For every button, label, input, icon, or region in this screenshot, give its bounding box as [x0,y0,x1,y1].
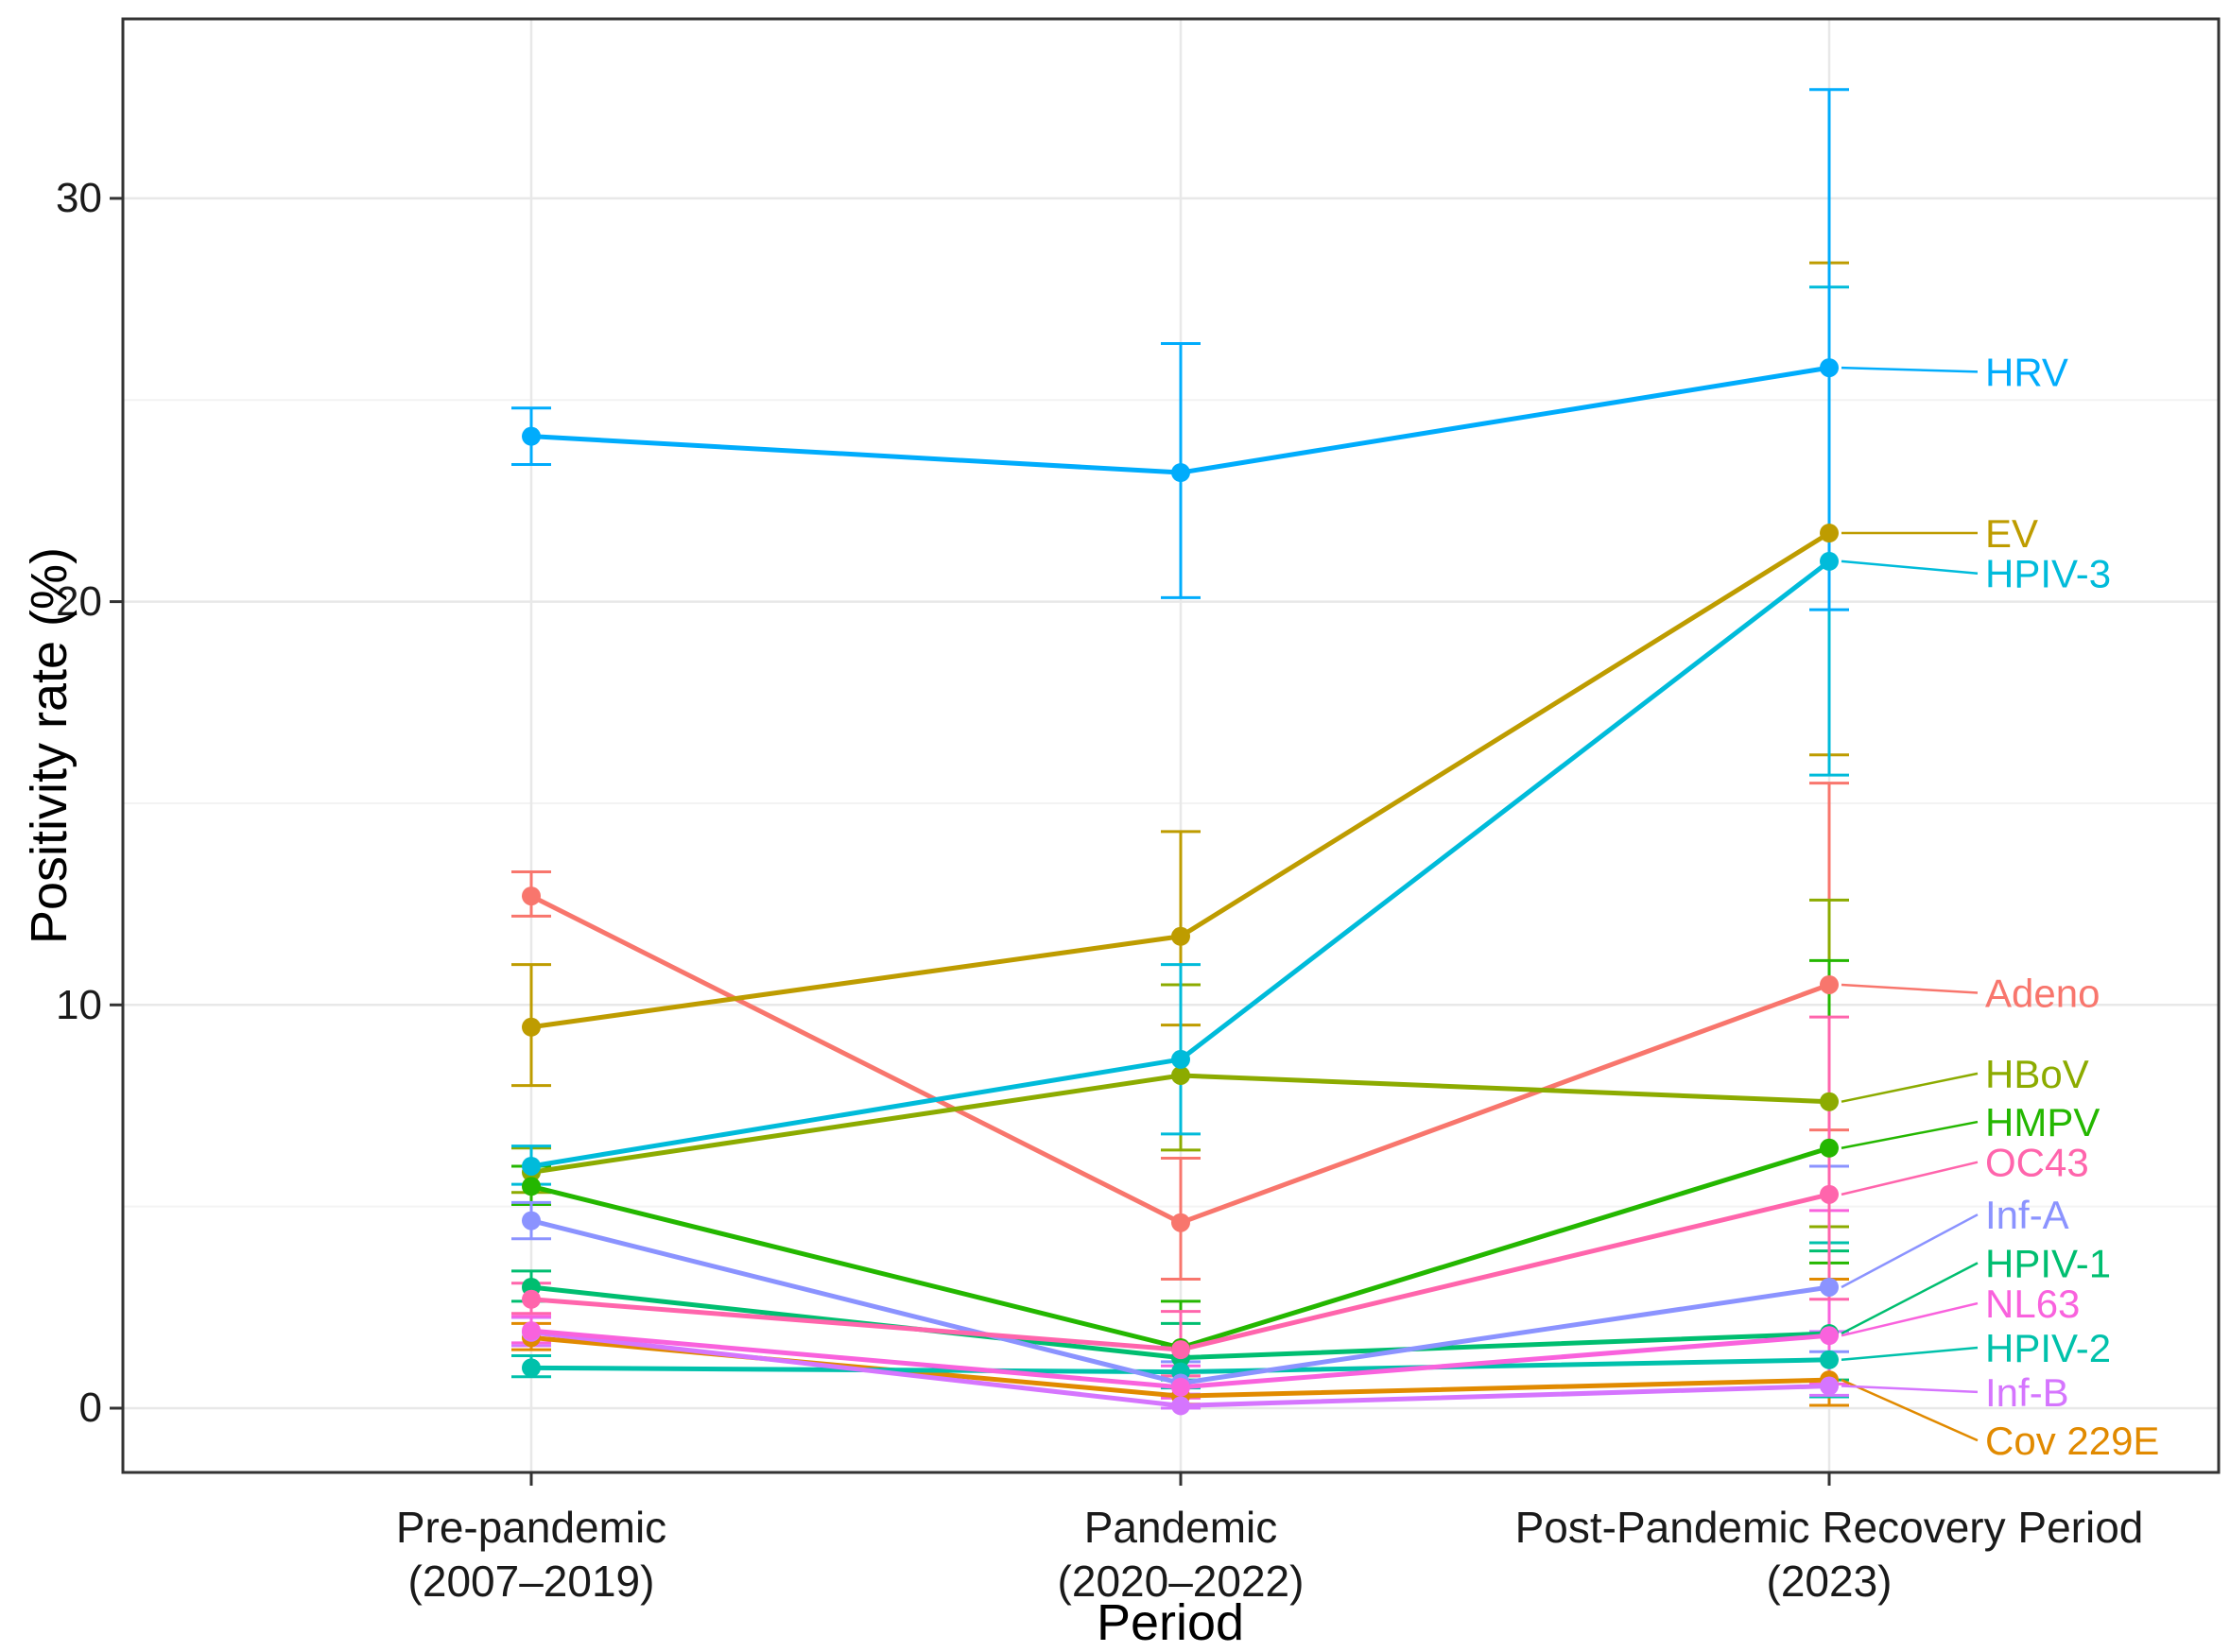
data-point [522,886,541,906]
y-tick-label-30: 30 [56,175,102,221]
series-label-leader [1841,1072,1979,1103]
data-point [522,1289,541,1309]
series-label-hpiv-1: HPIV-1 [1985,1241,2111,1285]
data-point [1171,1213,1190,1232]
series-label-hpiv-3: HPIV-3 [1985,552,2111,596]
x-tick-label-line1: Pandemic [1083,1503,1278,1552]
x-tick-label-pre-pandemic: Pre-pandemic (2007–2019) [59,1501,1004,1609]
data-point [1820,551,1839,571]
data-point [1820,1184,1839,1204]
data-point [1820,1350,1839,1369]
x-axis-title: Period [1096,1594,1245,1651]
series-label-hmpv: HMPV [1985,1100,2100,1144]
data-point [522,1177,541,1196]
data-point [1820,1138,1839,1158]
x-tick-label-line1: Post-Pandemic Recovery Period [1514,1503,2144,1552]
data-point [1820,1326,1839,1346]
data-point [1820,1277,1839,1297]
series-label-leader [1841,1262,1979,1335]
y-axis-title: Positivity rate (%) [21,546,78,945]
series-label-hrv: HRV [1985,350,2068,394]
series-label-nl63: NL63 [1985,1282,2080,1326]
data-point [1820,358,1839,378]
data-point [1171,1396,1190,1416]
series-label-adeno: Adeno [1985,971,2100,1015]
series-label-leader [1841,983,1979,994]
y-tick-label-20: 20 [56,578,102,625]
data-point [1171,1340,1190,1360]
series-label-leader [1841,1120,1979,1150]
series-label-leader [1841,1385,1979,1394]
data-point [522,1211,541,1230]
data-point [1171,463,1190,483]
series-label-leader [1841,1161,1979,1196]
series-label-cov-229e: Cov 229E [1985,1419,2159,1463]
data-point [522,426,541,446]
data-point [1171,1049,1190,1069]
series-label-leader [1841,1213,1979,1289]
series-label-leader [1841,1346,1979,1362]
y-tick-label-0: 0 [78,1385,102,1431]
data-point [522,1156,541,1176]
data-point [522,1321,541,1341]
x-tick-label-line2: (2020–2022) [1057,1557,1305,1606]
series-label-leader [1841,366,1979,373]
data-point [1820,524,1839,543]
data-point [522,1017,541,1037]
data-point [1171,1065,1190,1085]
x-tick-label-line2: (2023) [1766,1557,1893,1606]
data-point [1171,1377,1190,1397]
series-label-inf-b: Inf-B [1985,1370,2069,1415]
x-tick-label-line1: Pre-pandemic [395,1503,667,1552]
series-label-leader [1841,559,1979,575]
data-point [1820,1376,1839,1396]
y-tick-label-10: 10 [56,982,102,1028]
panel-border [121,17,2221,1474]
x-tick-label-line2: (2007–2019) [407,1557,655,1606]
data-point [1820,1092,1839,1111]
data-point [522,1358,541,1378]
series-label-leader [1841,1378,1979,1442]
series-label-hbov: HBoV [1985,1052,2089,1096]
series-label-inf-a: Inf-A [1985,1193,2069,1237]
data-point [1171,926,1190,946]
x-tick-label-pandemic: Pandemic (2020–2022) [708,1501,1653,1609]
series-label-ev: EV [1985,511,2038,556]
series-label-oc43: OC43 [1985,1141,2089,1185]
x-tick-label-post-pandemic: Post-Pandemic Recovery Period (2023) [1357,1501,2230,1609]
data-point [1820,974,1839,994]
series-label-leader [1841,1301,1979,1337]
series-label-hpiv-2: HPIV-2 [1985,1326,2111,1370]
